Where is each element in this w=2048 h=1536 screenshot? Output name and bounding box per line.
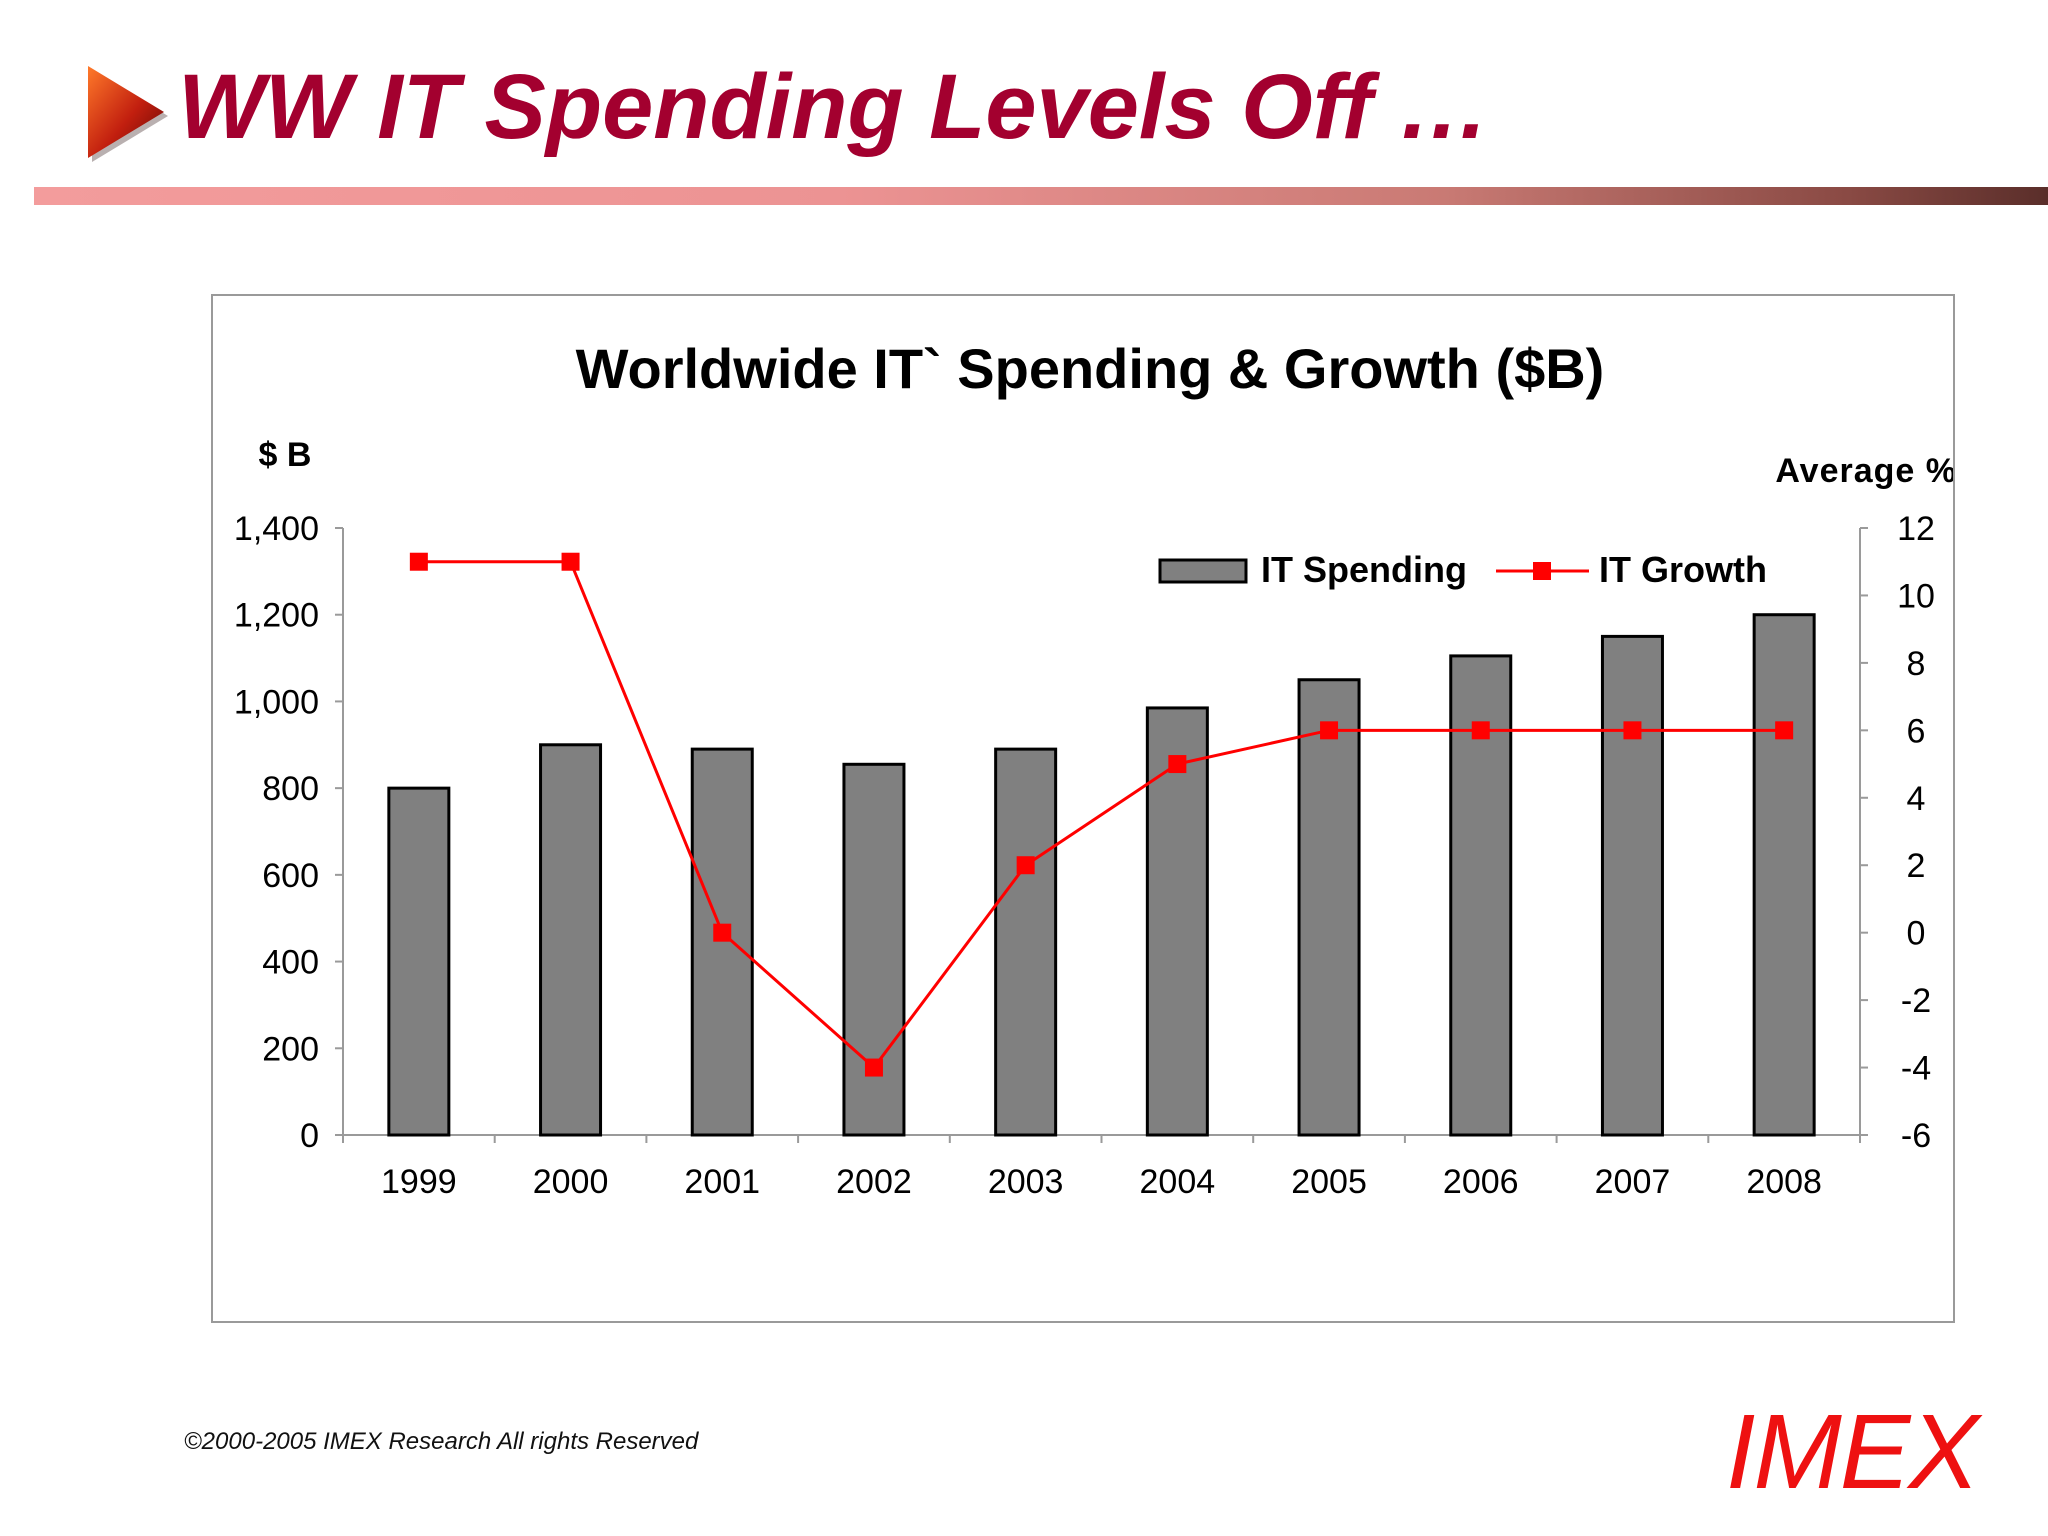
y2-tick-label: -6 <box>1901 1117 1931 1155</box>
x-tick-label: 2006 <box>1443 1163 1519 1201</box>
bar-it-spending <box>1297 678 1361 1137</box>
legend: IT Spending IT Growth <box>1158 549 1767 590</box>
x-tick-label: 1999 <box>381 1163 457 1201</box>
growth-line <box>409 552 1794 1077</box>
point-it-growth <box>1775 721 1794 740</box>
y2-tick-label: -2 <box>1901 982 1931 1020</box>
point-it-growth <box>1016 856 1035 875</box>
legend-label-it-growth: IT Growth <box>1599 549 1767 590</box>
x-tick-label: 2008 <box>1746 1163 1822 1201</box>
slide-title: WW IT Spending Levels Off … <box>178 56 1490 158</box>
point-it-growth <box>713 923 732 942</box>
y2-tick-label: 12 <box>1897 510 1935 548</box>
y-tick-label: 1,000 <box>234 683 319 721</box>
bars <box>387 613 1816 1137</box>
point-it-growth <box>561 552 580 571</box>
chart-frame: Worldwide IT` Spending & Growth ($B) $ B… <box>211 294 1955 1323</box>
bar-it-spending <box>387 786 451 1137</box>
y2-tick-label: 4 <box>1907 780 1926 818</box>
bar-it-spending <box>1752 613 1816 1137</box>
y2-tick-label: 10 <box>1897 577 1935 615</box>
legend-swatch-it-spending <box>1158 558 1248 584</box>
copyright-notice: ©2000-2005 IMEX Research All rights Rese… <box>184 1428 699 1455</box>
y2-axis-label: Average % <box>1775 452 1953 490</box>
line-it-growth <box>418 560 1785 1070</box>
y2-tick-label: -4 <box>1901 1050 1931 1088</box>
x-tick-label: 2004 <box>1140 1163 1216 1201</box>
point-it-growth <box>409 552 428 571</box>
point-it-growth <box>1320 721 1339 740</box>
y-tick-label: 400 <box>262 944 319 982</box>
bar-it-spending <box>690 747 754 1137</box>
title-divider <box>34 187 2048 205</box>
x-tick-label: 2005 <box>1291 1163 1367 1201</box>
chart: Worldwide IT` Spending & Growth ($B) $ B… <box>234 337 1953 1201</box>
axes: 0 200 400 600 800 1,000 1,200 1,400 -6 -4 -2 0 2 4 6 8 1… <box>234 510 1935 1201</box>
y2-tick-label: 6 <box>1907 712 1926 750</box>
y-axis-label: $ B <box>259 436 312 474</box>
imex-logo: IMEX <box>1726 1393 1979 1511</box>
bar-it-spending <box>1449 654 1513 1137</box>
chart-title: Worldwide IT` Spending & Growth ($B) <box>576 337 1605 400</box>
x-tick-label: 2000 <box>533 1163 609 1201</box>
x-tick-label: 2003 <box>988 1163 1064 1201</box>
y-tick-label: 0 <box>300 1117 319 1155</box>
bar-it-spending <box>994 747 1058 1137</box>
y-tick-label: 1,200 <box>234 597 319 635</box>
legend-marker-it-growth <box>1533 562 1551 580</box>
point-it-growth <box>1168 755 1187 774</box>
y-tick-label: 1,400 <box>234 510 319 548</box>
y-tick-label: 800 <box>262 770 319 808</box>
y2-tick-label: 2 <box>1907 847 1926 885</box>
point-it-growth <box>864 1058 883 1077</box>
bar-it-spending <box>1600 634 1664 1137</box>
y-tick-label: 600 <box>262 857 319 895</box>
y2-tick-label: 0 <box>1907 915 1926 953</box>
x-tick-label: 2002 <box>836 1163 912 1201</box>
y-tick-label: 200 <box>262 1030 319 1068</box>
legend-label-it-spending: IT Spending <box>1261 549 1467 590</box>
x-tick-label: 2001 <box>684 1163 760 1201</box>
bar-it-spending <box>842 762 906 1137</box>
bar-it-spending <box>539 743 603 1137</box>
point-it-growth <box>1471 721 1490 740</box>
x-tick-label: 2007 <box>1595 1163 1671 1201</box>
y2-tick-label: 8 <box>1907 645 1926 683</box>
play-arrow-icon <box>88 66 168 162</box>
point-it-growth <box>1623 721 1642 740</box>
